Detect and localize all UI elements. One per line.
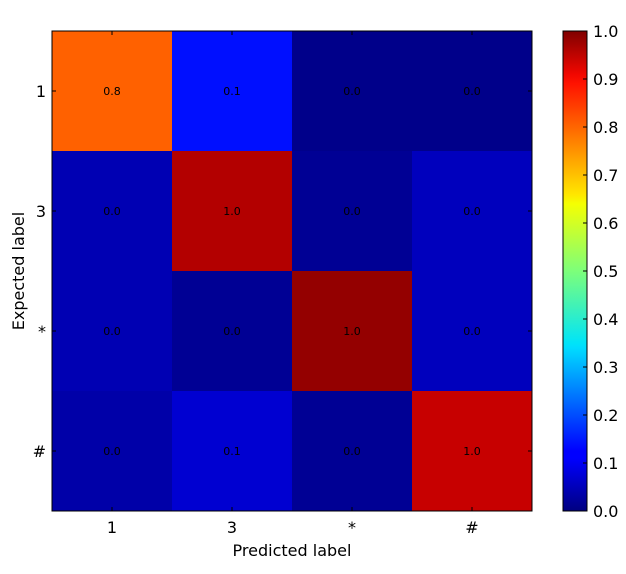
heatmap-cell <box>292 31 413 152</box>
plot-frame <box>51 30 533 512</box>
heatmap-cell <box>412 391 533 512</box>
colorbar-tick-label: 0.2 <box>593 406 618 425</box>
x-tick-label: * <box>348 518 356 537</box>
cell-value-label: 0.1 <box>223 445 241 458</box>
cell-value-label: 1.0 <box>463 445 481 458</box>
heatmap-cell <box>172 31 293 152</box>
cell-value-label: 0.0 <box>103 325 121 338</box>
x-axis-ticks: 1 3 * # <box>107 31 479 537</box>
cell-value-label: 0.0 <box>103 445 121 458</box>
x-axis-label: Predicted label <box>233 541 352 560</box>
x-tick-label: 1 <box>107 518 117 537</box>
y-tick-label: # <box>33 442 46 461</box>
heatmap-cell <box>412 151 533 272</box>
colorbar-tick-label: 0.1 <box>593 454 618 473</box>
y-tick-label: 3 <box>36 202 46 221</box>
heatmap-cell <box>292 151 413 272</box>
cell-value-label: 0.0 <box>223 325 241 338</box>
y-tick-label: 1 <box>36 82 46 101</box>
cell-value-label: 0.0 <box>343 205 361 218</box>
colorbar-tick-label: 0.5 <box>593 262 618 281</box>
colorbar-tick-label: 0.9 <box>593 70 618 89</box>
heatmap-cell <box>412 271 533 392</box>
cell-value-label: 1.0 <box>223 205 241 218</box>
colorbar-tick-label: 0.0 <box>593 502 618 521</box>
cell-value-label: 0.0 <box>103 205 121 218</box>
y-tick-label: * <box>38 322 46 341</box>
x-tick-label: # <box>465 518 478 537</box>
colorbar-tick-label: 0.7 <box>593 166 618 185</box>
x-tick-label: 3 <box>227 518 237 537</box>
heatmap-cells <box>52 31 533 512</box>
heatmap-cell-labels: 0.8 0.1 0.0 0.0 0.0 1.0 0.0 0.0 0.0 0.0 1.0 0.0 0.0 0… <box>103 85 481 458</box>
colorbar <box>562 30 588 512</box>
heatmap-cell <box>292 271 413 392</box>
cell-value-label: 1.0 <box>343 325 361 338</box>
y-axis-label: Expected label <box>9 212 28 330</box>
heatmap-cell <box>292 391 413 512</box>
cell-value-label: 0.1 <box>223 85 241 98</box>
heatmap-cell <box>172 391 293 512</box>
heatmap-cell <box>172 151 293 272</box>
cell-value-label: 0.0 <box>463 325 481 338</box>
cell-value-label: 0.8 <box>103 85 121 98</box>
cell-value-label: 0.0 <box>463 205 481 218</box>
colorbar-ticks: 0.0 0.1 0.2 0.3 0.4 0.5 0.6 0.7 0.8 0.9 1.0 <box>583 22 618 521</box>
colorbar-tick-label: 1.0 <box>593 22 618 41</box>
cell-value-label: 0.0 <box>343 445 361 458</box>
colorbar-tick-label: 0.3 <box>593 358 618 377</box>
cell-value-label: 0.0 <box>463 85 481 98</box>
cell-value-label: 0.0 <box>343 85 361 98</box>
colorbar-tick-label: 0.8 <box>593 118 618 137</box>
heatmap-cell <box>412 31 533 152</box>
heatmap-cell <box>52 151 173 272</box>
heatmap-cell <box>52 271 173 392</box>
y-axis-ticks: 1 3 * # <box>33 82 532 461</box>
colorbar-tick-label: 0.4 <box>593 310 618 329</box>
heatmap-cell <box>52 391 173 512</box>
heatmap-cell <box>172 271 293 392</box>
heatmap-cell <box>52 31 173 152</box>
colorbar-tick-label: 0.6 <box>593 214 618 233</box>
